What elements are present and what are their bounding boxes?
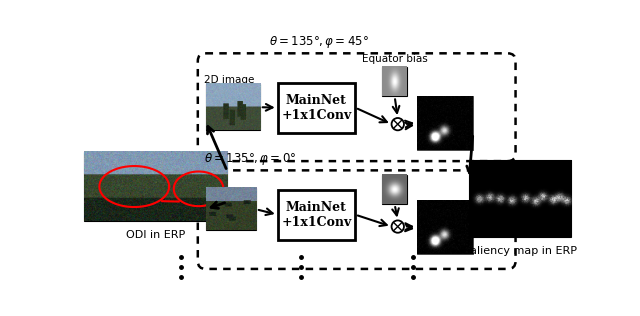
Bar bbox=[382, 175, 407, 204]
Text: Equator bias: Equator bias bbox=[362, 54, 428, 64]
Text: Saliency map in ERP: Saliency map in ERP bbox=[463, 246, 577, 256]
Bar bbox=[205, 188, 256, 230]
Bar bbox=[469, 160, 572, 237]
Text: ODI in ERP: ODI in ERP bbox=[126, 230, 185, 240]
Circle shape bbox=[392, 118, 404, 130]
Text: 2D image: 2D image bbox=[204, 75, 254, 85]
Bar bbox=[278, 190, 355, 240]
Circle shape bbox=[392, 221, 404, 233]
Text: MainNet
+1x1Conv: MainNet +1x1Conv bbox=[281, 94, 351, 122]
Bar bbox=[382, 67, 407, 96]
Bar bbox=[205, 84, 260, 130]
Text: $\theta = 135°, \varphi = 45°$: $\theta = 135°, \varphi = 45°$ bbox=[269, 34, 369, 50]
Text: MainNet
+1x1Conv: MainNet +1x1Conv bbox=[281, 201, 351, 229]
Bar bbox=[278, 82, 355, 133]
Text: $\theta = 135°, \varphi = 0°$: $\theta = 135°, \varphi = 0°$ bbox=[204, 151, 296, 167]
Bar bbox=[84, 152, 227, 221]
Bar bbox=[417, 96, 473, 149]
Bar bbox=[417, 200, 473, 253]
